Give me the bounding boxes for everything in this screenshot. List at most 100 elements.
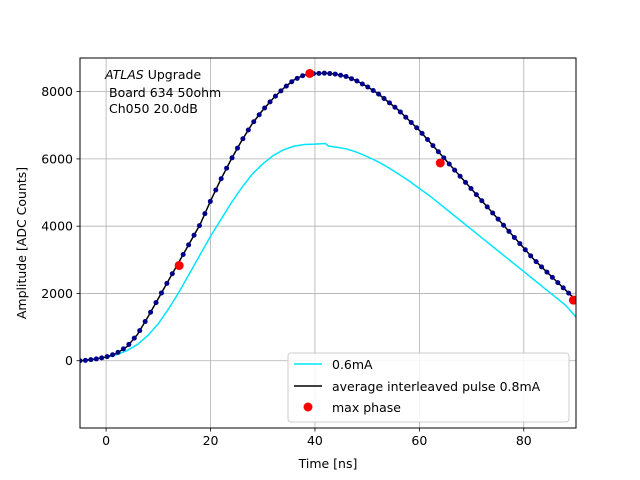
average-pulse-marker — [332, 71, 338, 77]
average-pulse-marker — [501, 222, 507, 228]
y-tick-label: 4000 — [41, 219, 73, 234]
average-pulse-marker — [343, 73, 349, 79]
average-pulse-marker — [245, 127, 251, 133]
average-pulse-marker — [473, 192, 479, 198]
average-pulse-marker — [142, 319, 148, 325]
legend-label-0.6mA: 0.6mA — [332, 357, 373, 372]
average-pulse-marker — [289, 79, 295, 85]
average-pulse-marker — [224, 165, 230, 171]
legend: 0.6mA average interleaved pulse 0.8mA ma… — [287, 352, 570, 423]
annotation-atlas: ATLAS — [104, 67, 144, 82]
average-pulse-marker — [463, 179, 469, 185]
x-tick-label: 0 — [102, 433, 110, 448]
average-pulse-marker — [381, 96, 387, 102]
average-pulse-marker — [88, 357, 94, 363]
average-pulse-marker — [484, 204, 490, 210]
average-pulse-marker — [397, 109, 403, 115]
series-layer — [80, 68, 576, 364]
average-pulse-marker — [408, 119, 414, 125]
annotation: ATLAS Upgrade Board 634 50ohm Ch050 20.0… — [104, 67, 221, 116]
legend-box — [287, 352, 570, 423]
average-pulse-marker — [370, 87, 376, 93]
average-pulse-marker — [202, 211, 208, 217]
average-pulse-marker — [169, 271, 175, 277]
average-pulse-marker — [180, 251, 186, 257]
average-pulse-marker — [153, 300, 159, 306]
average-pulse-marker — [191, 232, 197, 238]
y-tick-label: 6000 — [41, 151, 73, 166]
average-pulse-marker — [120, 346, 126, 352]
x-tick-label: 60 — [411, 433, 427, 448]
y-tick-label: 8000 — [41, 84, 73, 99]
average-pulse-marker — [566, 290, 572, 296]
average-pulse-marker — [539, 264, 545, 270]
average-pulse-marker — [468, 185, 474, 191]
average-pulse-marker — [213, 187, 219, 193]
average-pulse-marker — [549, 274, 555, 280]
average-pulse-marker — [110, 352, 116, 358]
x-axis-title: Time [ns] — [298, 456, 358, 471]
average-pulse-marker — [479, 198, 485, 204]
average-pulse-marker — [93, 356, 99, 362]
average-pulse-marker — [533, 259, 539, 265]
max-phase-point — [174, 261, 184, 271]
legend-label-max-phase: max phase — [332, 400, 401, 415]
max-phase-point — [305, 68, 315, 78]
average-pulse-marker — [327, 71, 333, 77]
average-pulse-marker — [522, 247, 528, 253]
average-pulse-marker — [376, 91, 382, 97]
average-pulse-marker — [262, 105, 268, 111]
average-pulse-marker — [240, 136, 246, 142]
average-pulse-marker — [403, 114, 409, 120]
average-pulse-marker — [218, 176, 224, 182]
average-pulse-marker — [365, 84, 371, 90]
annotation-upgrade: Upgrade — [144, 67, 202, 82]
max-phase-point — [435, 158, 445, 168]
average-pulse-marker — [126, 341, 132, 347]
annotation-line-2: Board 634 50ohm — [109, 85, 221, 100]
average-pulse-marker — [348, 76, 354, 82]
average-pulse-marker — [490, 210, 496, 216]
average-pulse-marker — [435, 149, 441, 155]
max-phase-point — [568, 295, 576, 305]
average-pulse-marker — [234, 145, 240, 151]
average-pulse-marker — [99, 355, 105, 361]
x-tick-label: 80 — [516, 433, 532, 448]
legend-swatch-max-phase — [303, 402, 313, 412]
average-pulse-marker — [555, 280, 561, 286]
average-pulse-marker — [104, 354, 110, 360]
y-tick-label: 0 — [65, 353, 73, 368]
average-pulse-marker — [452, 167, 458, 173]
average-pulse-marker — [338, 72, 344, 78]
average-pulse-marker — [387, 100, 392, 106]
average-pulse-marker — [164, 280, 170, 286]
average-pulse-marker — [251, 119, 257, 125]
series-line-0.6mA — [80, 142, 576, 362]
average-pulse-marker — [137, 328, 143, 334]
ticks: 0 20 40 60 80 0 2000 4000 6000 8000 — [41, 84, 532, 448]
average-pulse-marker — [457, 173, 463, 179]
average-pulse-marker — [528, 253, 534, 259]
average-pulse-marker — [419, 130, 425, 136]
average-pulse-marker — [446, 161, 452, 167]
average-pulse-marker — [359, 81, 365, 87]
average-pulse-marker — [560, 285, 566, 291]
average-pulse-marker — [131, 335, 137, 341]
annotation-line-3: Ch050 20.0dB — [109, 101, 198, 116]
average-pulse-marker — [392, 104, 398, 110]
average-pulse-marker — [544, 269, 550, 275]
average-pulse-marker — [300, 73, 306, 79]
average-pulse-marker — [316, 70, 322, 76]
average-pulse-marker — [186, 242, 192, 248]
average-pulse-marker — [517, 241, 523, 247]
annotation-line-1: ATLAS Upgrade — [104, 67, 201, 82]
plot-frame — [79, 57, 577, 429]
average-pulse-marker — [321, 70, 327, 76]
average-pulse-marker — [80, 358, 83, 364]
y-tick-label: 2000 — [41, 286, 73, 301]
average-pulse-marker — [267, 99, 273, 105]
y-axis-title: Amplitude [ADC Counts] — [14, 167, 29, 319]
x-tick-label: 40 — [307, 433, 323, 448]
average-pulse-marker — [511, 234, 517, 240]
